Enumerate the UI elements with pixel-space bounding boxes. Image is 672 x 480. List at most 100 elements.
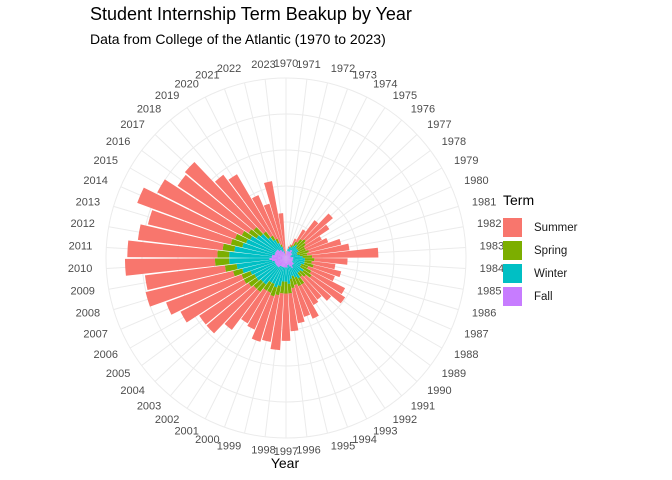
bar-summer-1983 xyxy=(311,247,379,258)
bar-winter-1973 xyxy=(288,246,291,252)
bar-layer xyxy=(124,162,379,351)
bar-spring-1990 xyxy=(299,270,306,277)
bar-spring-1999 xyxy=(275,285,281,296)
bar-spring-1993 xyxy=(294,276,302,287)
bar-winter-2008 xyxy=(242,260,275,274)
bar-winter-1996 xyxy=(286,267,291,284)
tick-label-1982: 1982 xyxy=(477,218,501,230)
bar-fall-2006 xyxy=(275,258,286,265)
bar-fall-2004 xyxy=(276,258,286,267)
legend-item-winter: Winter xyxy=(503,262,577,285)
bar-fall-1972 xyxy=(286,251,288,258)
bar-fall-1984 xyxy=(286,258,294,259)
bar-fall-2003 xyxy=(277,258,286,268)
chart-title: Student Internship Term Beakup by Year xyxy=(90,4,412,24)
bar-winter-1985 xyxy=(292,258,305,263)
legend-label-fall: Fall xyxy=(534,290,553,303)
bar-fall-1992 xyxy=(286,258,294,269)
bar-spring-2016 xyxy=(248,229,259,239)
bar-winter-1989 xyxy=(293,263,304,272)
tick-label-2015: 2015 xyxy=(94,155,118,167)
bar-fall-2015 xyxy=(275,251,286,258)
bar-spring-1986 xyxy=(303,262,314,268)
legend-label-spring: Spring xyxy=(534,244,568,257)
bar-spring-1983 xyxy=(302,255,313,258)
bar-fall-2016 xyxy=(276,250,286,258)
bar-summer-2011 xyxy=(127,240,218,258)
bar-spring-2009 xyxy=(224,264,238,272)
tick-label-1983: 1983 xyxy=(480,241,504,253)
bar-winter-1993 xyxy=(289,266,297,278)
bar-summer-1989 xyxy=(309,275,346,304)
bar-winter-1987 xyxy=(292,260,302,266)
bar-summer-2008 xyxy=(145,270,235,307)
grid-spoke xyxy=(285,96,368,259)
bar-spring-1987 xyxy=(300,263,309,269)
tick-label-2014: 2014 xyxy=(83,175,107,187)
tick-label-2002: 2002 xyxy=(155,414,179,426)
tick-label-2020: 2020 xyxy=(174,79,198,91)
bar-winter-1997 xyxy=(284,267,288,282)
bar-spring-1982 xyxy=(299,253,308,257)
bar-winter-1999 xyxy=(278,267,285,286)
tick-label-1978: 1978 xyxy=(442,136,466,148)
legend-title: Term xyxy=(503,192,535,208)
bar-fall-1993 xyxy=(286,258,291,267)
bar-summer-1982 xyxy=(306,243,350,256)
tick-label-1999: 1999 xyxy=(217,441,241,453)
legend-key-summer xyxy=(503,218,522,237)
tick-label-1994: 1994 xyxy=(352,434,376,446)
bar-fall-1974 xyxy=(286,251,290,258)
bar-summer-2017 xyxy=(184,162,257,231)
bar-winter-1992 xyxy=(291,267,301,279)
tick-label-2000: 2000 xyxy=(195,434,219,446)
tick-label-1991: 1991 xyxy=(411,401,435,413)
tick-label-2013: 2013 xyxy=(76,196,100,208)
bar-spring-1978 xyxy=(296,242,306,251)
tick-label-1980: 1980 xyxy=(464,175,488,187)
bar-fall-2009 xyxy=(271,258,286,262)
bar-winter-2009 xyxy=(236,259,273,270)
tick-label-2004: 2004 xyxy=(120,385,144,397)
bar-spring-2005 xyxy=(248,277,259,287)
tick-label-1977: 1977 xyxy=(427,119,451,131)
bar-summer-1995 xyxy=(291,287,305,324)
tick-label-2017: 2017 xyxy=(120,119,144,131)
bar-winter-2019 xyxy=(273,239,282,251)
bar-fall-1985 xyxy=(286,258,294,260)
bar-fall-1991 xyxy=(286,258,293,266)
bar-spring-2011 xyxy=(217,250,230,258)
bar-fall-2021 xyxy=(283,251,286,258)
tick-label-1998: 1998 xyxy=(251,445,275,457)
tick-label-1987: 1987 xyxy=(464,329,488,341)
bar-winter-1990 xyxy=(292,264,301,272)
legend-item-summer: Summer xyxy=(503,216,577,239)
bar-summer-1992 xyxy=(301,282,319,306)
bar-winter-2016 xyxy=(256,235,277,252)
bar-fall-1986 xyxy=(286,258,293,261)
bar-summer-2010 xyxy=(124,258,216,276)
bar-winter-2002 xyxy=(269,265,282,283)
bar-summer-1985 xyxy=(311,261,336,270)
bar-spring-2001 xyxy=(267,282,275,293)
bar-winter-2007 xyxy=(250,262,276,275)
bar-summer-1977 xyxy=(303,213,333,242)
chart-subtitle: Data from College of the Atlantic (1970 … xyxy=(90,31,386,47)
bar-spring-1998 xyxy=(280,281,285,294)
bar-summer-1986 xyxy=(312,264,342,278)
tick-label-1973: 1973 xyxy=(352,70,376,82)
bar-winter-1986 xyxy=(292,259,305,265)
bar-fall-1971 xyxy=(286,250,288,258)
bar-fall-1989 xyxy=(286,258,294,265)
tick-label-1997: 1997 xyxy=(274,446,298,458)
bar-winter-1974 xyxy=(288,247,292,252)
bar-fall-1975 xyxy=(286,249,292,258)
tick-label-2005: 2005 xyxy=(106,368,130,380)
grid-spoke xyxy=(285,88,349,259)
bar-spring-1975 xyxy=(293,241,298,247)
tick-label-1970: 1970 xyxy=(274,58,298,70)
bar-winter-1981 xyxy=(290,254,298,257)
bar-winter-1972 xyxy=(287,248,289,252)
bar-winter-2011 xyxy=(229,251,272,258)
